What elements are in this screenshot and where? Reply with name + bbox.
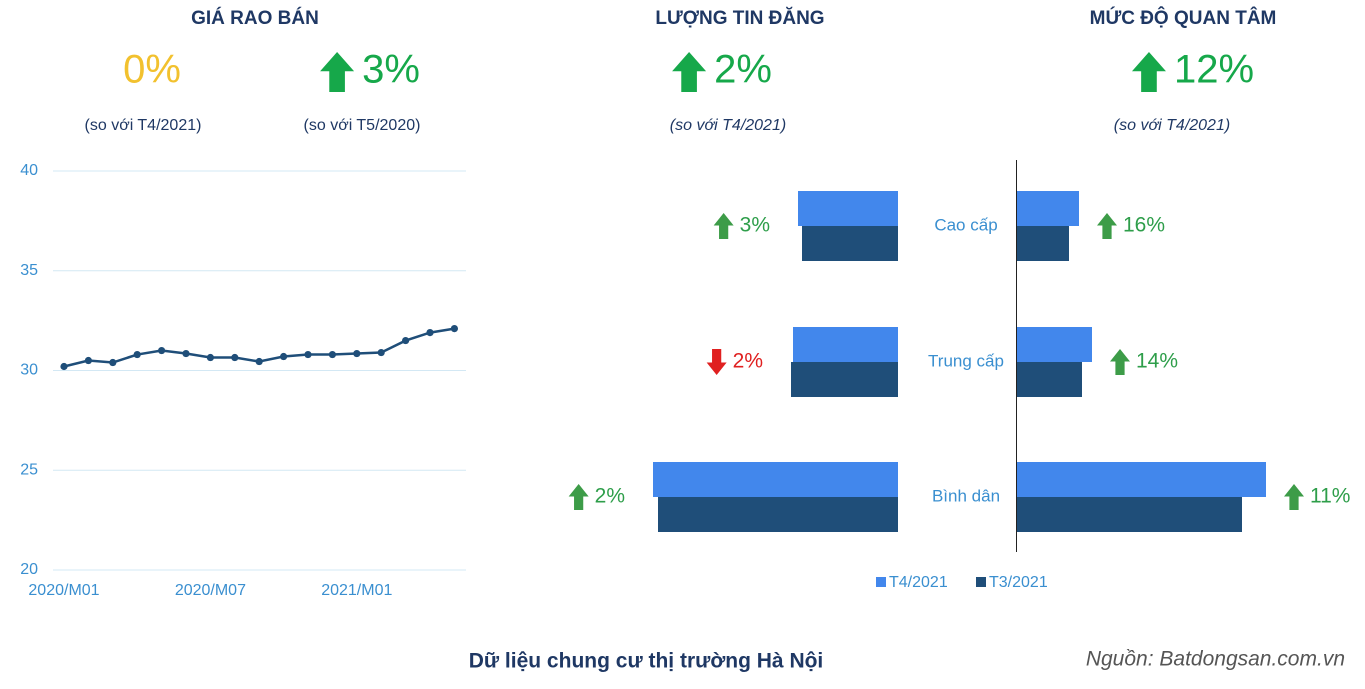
trend-arrow — [1110, 349, 1130, 375]
point — [377, 348, 385, 357]
kpi-value: 0% — [123, 48, 181, 92]
category-label: Trung cấp — [928, 351, 1004, 370]
trend-arrow — [672, 52, 707, 92]
category-label: Bình dân — [932, 486, 1000, 505]
bar — [1017, 226, 1069, 261]
bar — [653, 462, 898, 497]
trend-arrow — [1097, 213, 1117, 239]
point — [280, 352, 288, 361]
category-label: Cao cấp — [934, 215, 997, 234]
kpi-value: 12% — [1174, 48, 1254, 92]
x-tick-label: 2020/M01 — [28, 582, 99, 599]
bar — [1017, 362, 1082, 397]
y-tick-label: 30 — [20, 362, 38, 379]
kpi-note: (so với T4/2021) — [670, 117, 786, 134]
y-tick-label: 40 — [20, 162, 38, 179]
point — [450, 325, 458, 333]
x-tick-label: 2020/M07 — [175, 582, 246, 599]
point — [255, 357, 263, 366]
bar — [791, 362, 898, 397]
point — [60, 362, 68, 371]
trend-arrow — [568, 484, 589, 510]
legend-label: T3/2021 — [989, 574, 1048, 591]
x-tick-label: 2021/M01 — [321, 582, 392, 599]
kpi-note: (so với T4/2021) — [1114, 117, 1230, 134]
point — [109, 358, 117, 367]
point — [84, 356, 92, 365]
change-label: 11% — [1310, 485, 1350, 508]
bar — [1017, 191, 1079, 226]
bar — [1017, 327, 1092, 362]
change-label: 14% — [1136, 350, 1178, 373]
section-title: GIÁ RAO BÁN — [191, 7, 319, 29]
y-tick-label: 35 — [20, 262, 38, 279]
legend-swatch — [876, 577, 886, 587]
y-tick-label: 25 — [20, 461, 38, 478]
legend-label: T4/2021 — [889, 574, 948, 591]
legend-swatch — [976, 577, 986, 587]
point — [206, 353, 214, 362]
bar — [802, 226, 898, 261]
bar — [658, 497, 898, 532]
kpi-value: 2% — [714, 48, 772, 92]
section-title: MỨC ĐỘ QUAN TÂM — [1090, 7, 1277, 29]
source: Nguồn: Batdongsan.com.vn — [1086, 648, 1345, 671]
point — [426, 328, 434, 337]
change-label: 2% — [733, 350, 763, 373]
point — [158, 346, 166, 355]
point — [353, 349, 361, 358]
section-title: LƯỢNG TIN ĐĂNG — [655, 7, 824, 29]
kpi-value: 3% — [362, 48, 420, 92]
point — [304, 350, 312, 359]
bar — [1017, 497, 1242, 532]
trend-arrow — [320, 52, 355, 92]
point — [328, 350, 336, 359]
trend-arrow — [1131, 52, 1166, 92]
kpi-note: (so với T4/2021) — [85, 117, 202, 134]
caption: Dữ liệu chung cư thị trường Hà Nội — [469, 650, 824, 673]
change-label: 2% — [595, 485, 625, 508]
point — [402, 336, 410, 345]
point — [182, 349, 190, 358]
y-tick-label: 20 — [20, 561, 38, 578]
change-label: 3% — [740, 214, 770, 237]
trend-arrow — [706, 349, 727, 375]
kpi-note: (so với T5/2020) — [304, 117, 421, 134]
change-label: 16% — [1123, 214, 1165, 237]
bar — [798, 191, 898, 226]
point — [133, 350, 141, 359]
trend-arrow — [713, 213, 734, 239]
trend-arrow — [1284, 484, 1304, 510]
bar — [1017, 462, 1266, 497]
point — [231, 353, 239, 362]
bar — [793, 327, 898, 362]
